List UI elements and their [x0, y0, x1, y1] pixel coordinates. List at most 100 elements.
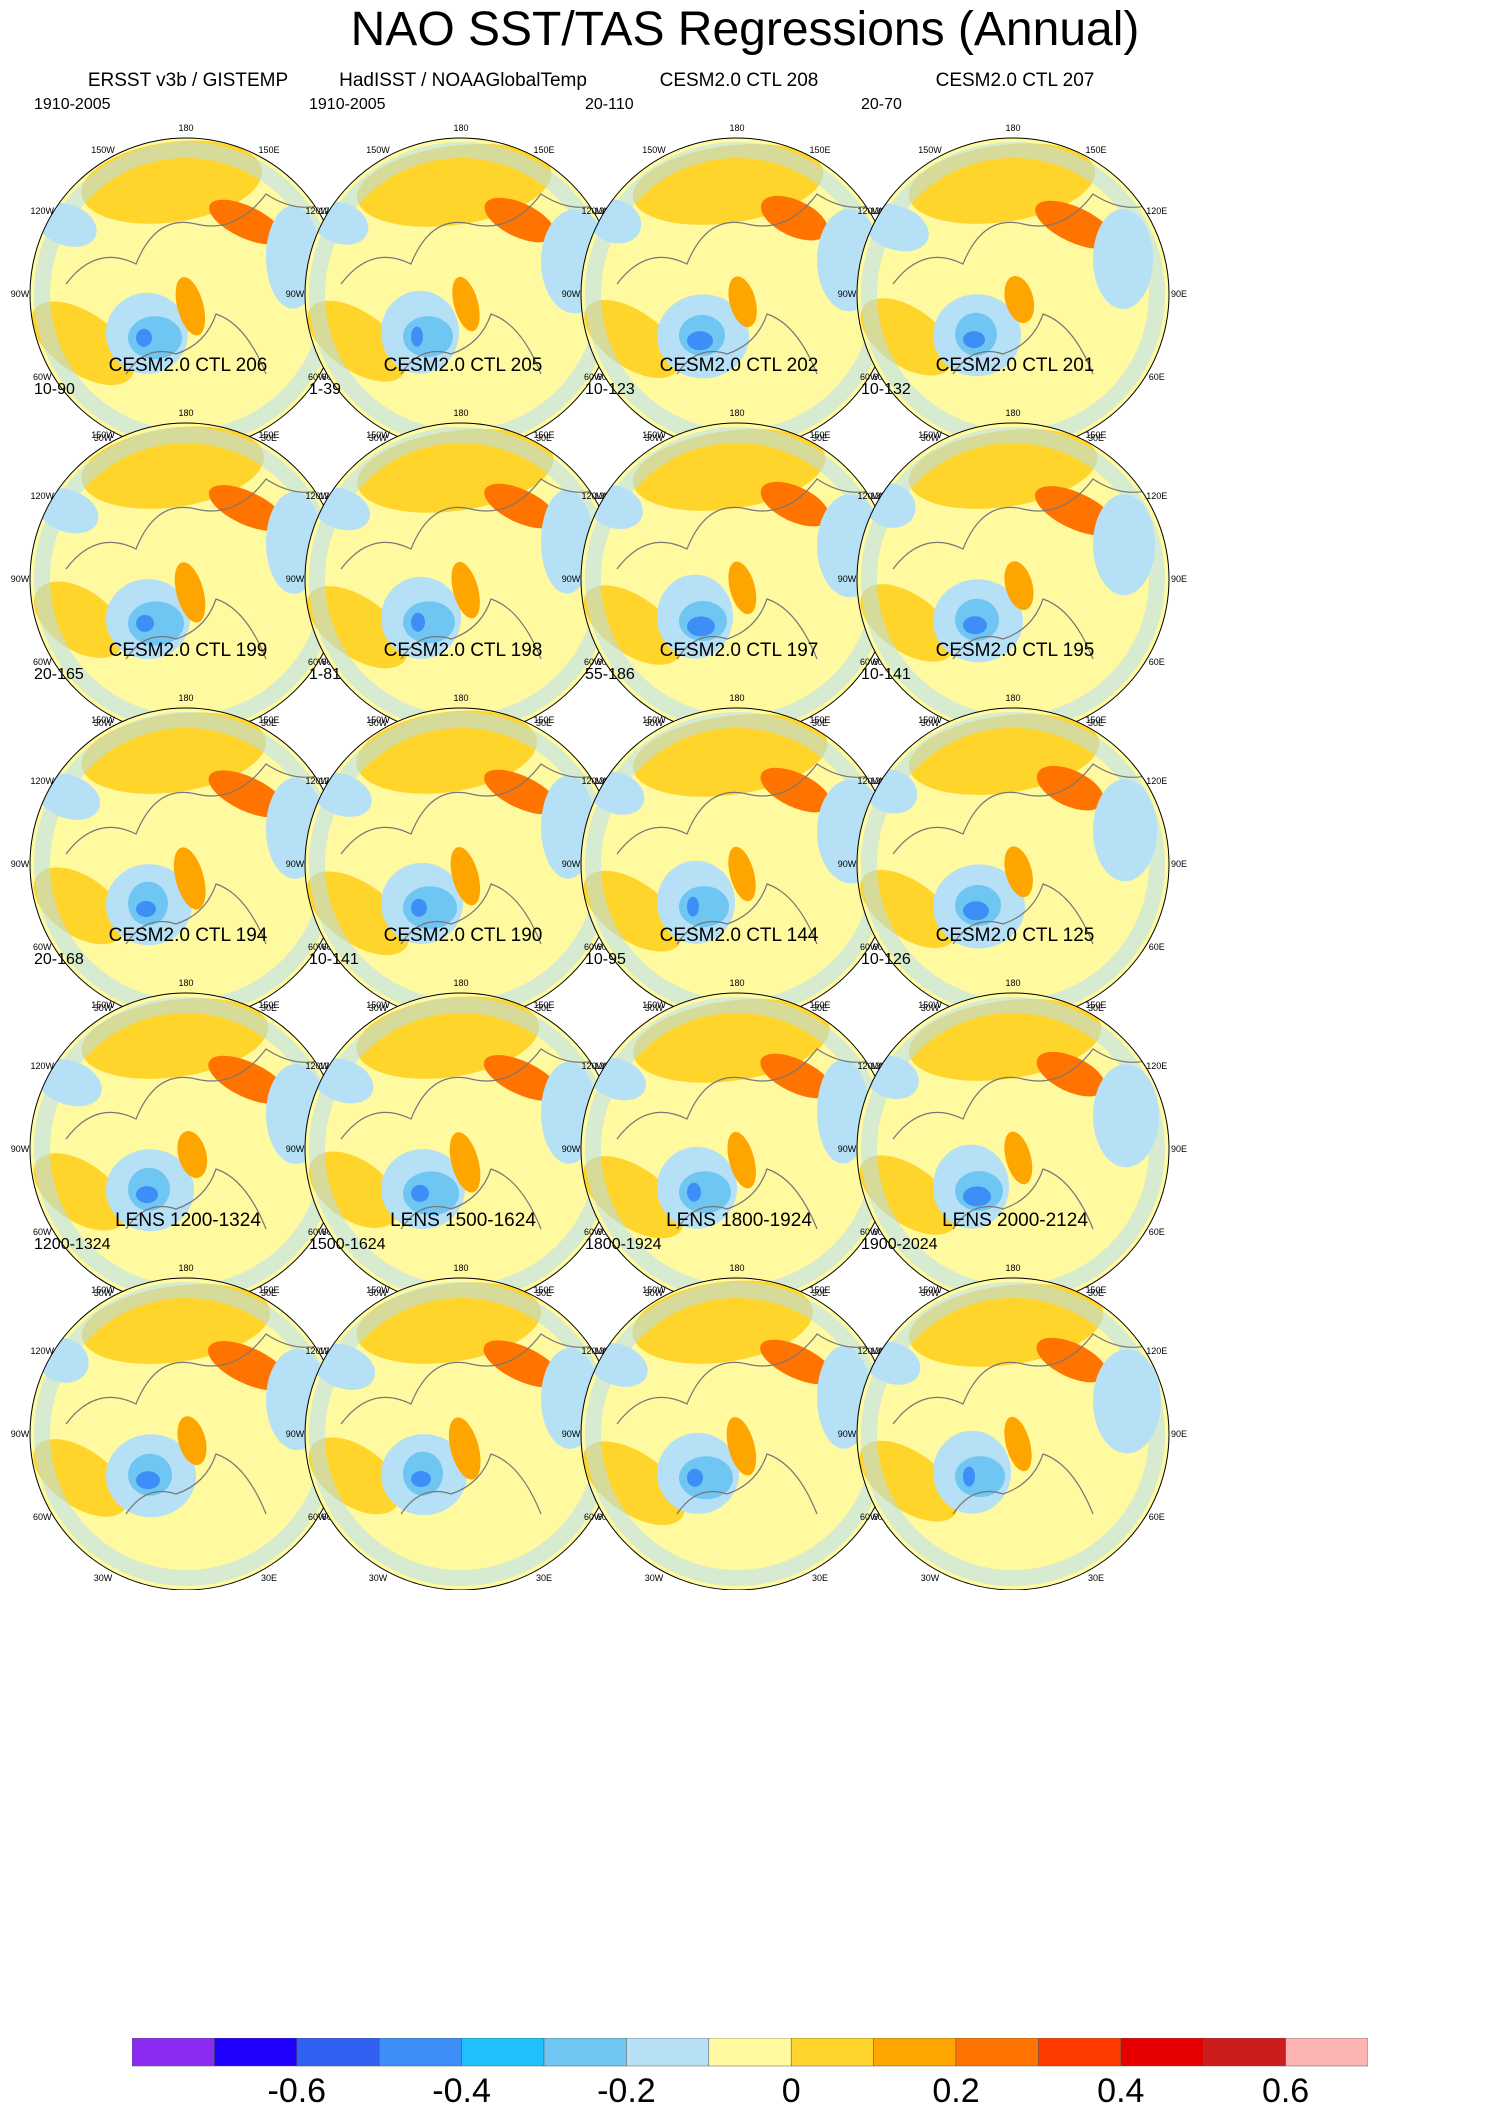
- longitude-label: 30E: [261, 1573, 277, 1583]
- panel-title: CESM2.0 CTL 206: [108, 355, 268, 376]
- longitude-label: 30W: [94, 433, 113, 443]
- panel-period: 10-141: [861, 666, 911, 683]
- longitude-label: 90W: [11, 1144, 30, 1154]
- coastline: [892, 763, 1154, 945]
- colorbar-swatch: [1120, 2038, 1204, 2067]
- longitude-label: 150W: [91, 715, 115, 725]
- panel-period: 10-141: [309, 951, 359, 968]
- longitude-label: 30E: [812, 1003, 828, 1013]
- longitude-label: 150E: [258, 1285, 279, 1295]
- anomaly-region: [448, 1417, 481, 1480]
- anomaly-region: [208, 1341, 290, 1391]
- longitude-label: 60W: [860, 1512, 879, 1522]
- longitude-label: 30E: [261, 433, 277, 443]
- longitude-label: 120E: [1146, 206, 1167, 216]
- longitude-label: 180: [178, 123, 193, 133]
- longitude-label: 60E: [1149, 372, 1165, 382]
- longitude-label: 120W: [305, 1061, 329, 1071]
- longitude-label: 30W: [921, 433, 940, 443]
- longitude-label: 90W: [11, 574, 30, 584]
- longitude-label: 30E: [1088, 1573, 1104, 1583]
- anomaly-region: [449, 1132, 481, 1193]
- anomaly-region: [760, 767, 831, 813]
- longitude-label: 120W: [30, 1061, 54, 1071]
- longitude-label: 30W: [369, 1573, 388, 1583]
- colorbar-tick-label: 0.6: [1262, 2072, 1309, 2108]
- longitude-label: 60W: [33, 1227, 52, 1237]
- polar-map: 180150E120E90E60E30E030W60W90W120W150W: [838, 123, 1187, 450]
- anomaly-region: [403, 316, 453, 358]
- coastline: [616, 1333, 878, 1515]
- colorbar-tick-label: 0: [782, 2072, 801, 2108]
- polar-map: 180150E120E90E60E30E030W60W90W120W150W: [838, 408, 1187, 735]
- longitude-label: 90W: [286, 574, 305, 584]
- longitude-label: 30W: [369, 1288, 388, 1298]
- longitude-label: 120W: [857, 491, 881, 501]
- anomaly-region: [208, 1055, 288, 1105]
- colorbar-swatch: [1038, 2038, 1122, 2067]
- colorbar-tick-label: 0.4: [1097, 2072, 1144, 2108]
- anomaly-region: [1004, 561, 1034, 611]
- longitude-label: 30W: [94, 1003, 113, 1013]
- longitude-label: 90W: [838, 289, 857, 299]
- colorbar-svg: -0.6 -0.4 -0.2 0 0.2 0.4 0.6: [132, 2038, 1368, 2108]
- map-panel: 180150E120E90E60E30E030W60W90W120W150WCE…: [829, 640, 1201, 1020]
- coastline: [65, 763, 327, 945]
- longitude-label: 180: [453, 123, 468, 133]
- colorbar-swatch: [132, 2038, 215, 2067]
- anomaly-region: [136, 1186, 158, 1204]
- longitude-label: 150W: [91, 430, 115, 440]
- longitude-label: 30W: [645, 1573, 664, 1583]
- anomaly-region: [306, 586, 408, 669]
- map-border: [856, 992, 1170, 1305]
- longitude-label: 30E: [812, 1288, 828, 1298]
- panel-title: LENS 1200-1324: [115, 1210, 261, 1231]
- coastline: [616, 1048, 878, 1230]
- longitude-label: 90W: [562, 289, 581, 299]
- anomaly-region: [687, 331, 713, 351]
- longitude-label: 150W: [642, 1285, 666, 1295]
- longitude-label: 30E: [261, 1288, 277, 1298]
- anomaly-region: [817, 1059, 869, 1164]
- panel-title: LENS 2000-2124: [942, 1210, 1088, 1231]
- longitude-label: 180: [178, 408, 193, 418]
- panel-title: CESM2.0 CTL 208: [659, 70, 819, 91]
- anomaly-region: [1036, 1051, 1106, 1097]
- anomaly-region: [1004, 276, 1035, 323]
- anomaly-region: [483, 1340, 562, 1388]
- anomaly-region: [679, 1171, 731, 1214]
- panel-period: 1800-1924: [585, 1236, 662, 1253]
- longitude-label: 90W: [838, 1144, 857, 1154]
- anomaly-region: [728, 846, 756, 902]
- panel-title: CESM2.0 CTL 197: [659, 640, 819, 661]
- longitude-label: 90W: [838, 574, 857, 584]
- polar-map: 180150E120E90E60E30E030W60W90W120W150W: [838, 693, 1187, 1020]
- longitude-label: 30E: [261, 718, 277, 728]
- coastline: [340, 1333, 602, 1515]
- longitude-label: 180: [453, 693, 468, 703]
- longitude-label: 150E: [533, 715, 554, 725]
- longitude-label: 60W: [308, 657, 327, 667]
- longitude-label: 30W: [921, 1573, 940, 1583]
- panel-title: CESM2.0 CTL 144: [659, 925, 819, 946]
- longitude-label: 180: [178, 978, 193, 988]
- anomaly-region: [307, 300, 407, 382]
- longitude-label: 60W: [860, 942, 879, 952]
- longitude-label: 180: [453, 978, 468, 988]
- longitude-label: 120W: [30, 206, 54, 216]
- longitude-label: 60E: [1149, 942, 1165, 952]
- polar-map: 180150E120E90E60E30E030W60W90W120W150W: [11, 123, 360, 450]
- coastline: [892, 193, 1154, 375]
- panel-title: CESM2.0 CTL 201: [935, 355, 1095, 376]
- panel-period: 1910-2005: [34, 96, 111, 113]
- anomaly-region: [728, 561, 757, 615]
- longitude-label: 30W: [369, 433, 388, 443]
- anomaly-region: [963, 331, 985, 349]
- colorbar-swatch: [378, 2038, 462, 2067]
- longitude-label: 150W: [918, 1285, 942, 1295]
- longitude-label: 60W: [584, 657, 603, 667]
- anomaly-region: [208, 770, 287, 818]
- longitude-label: 150W: [918, 430, 942, 440]
- anomaly-region: [177, 1416, 207, 1466]
- colorbar-swatch: [296, 2038, 380, 2067]
